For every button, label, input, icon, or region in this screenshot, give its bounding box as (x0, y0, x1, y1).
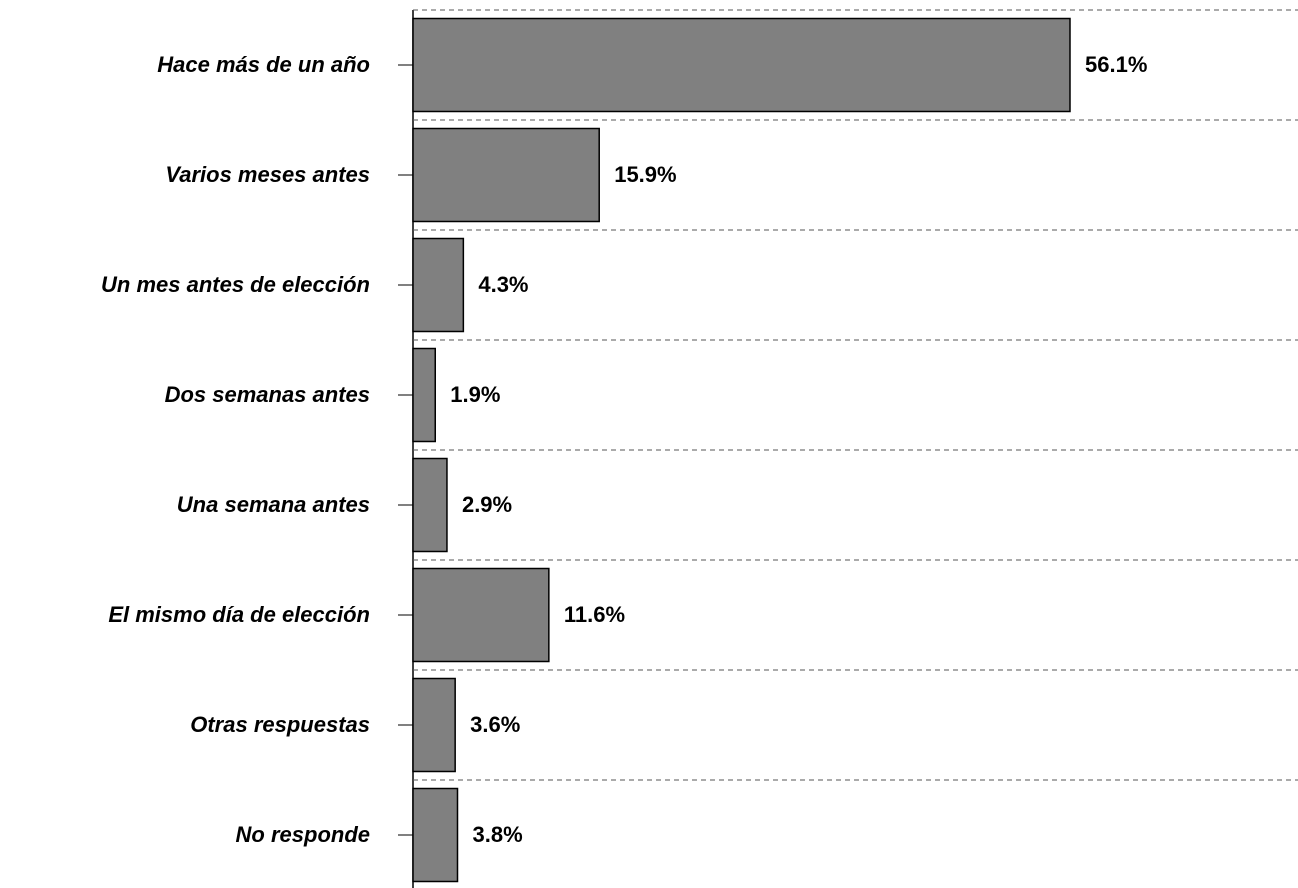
bar (412, 127, 600, 223)
y-tick-label: El mismo día de elección (108, 602, 370, 627)
y-tick-label: Un mes antes de elección (101, 272, 370, 297)
value-label: 11.6% (564, 602, 625, 627)
value-label: 56.1% (1085, 52, 1147, 77)
bar (412, 677, 456, 773)
value-label: 3.6% (470, 712, 520, 737)
bar (412, 17, 1071, 113)
y-tick-label: No responde (236, 822, 370, 847)
value-label: 2.9% (462, 492, 512, 517)
y-tick-label: Otras respuestas (190, 712, 370, 737)
bar (412, 457, 448, 553)
bar (412, 567, 550, 663)
y-tick-label: Varios meses antes (165, 162, 370, 187)
value-label: 1.9% (450, 382, 500, 407)
bar (412, 237, 465, 333)
y-tick-label: Hace más de un año (157, 52, 370, 77)
value-label: 4.3% (478, 272, 528, 297)
bar (412, 787, 459, 883)
bar (412, 347, 437, 443)
y-tick-label: Una semana antes (177, 492, 370, 517)
value-label: 3.8% (473, 822, 523, 847)
value-label: 15.9% (614, 162, 676, 187)
y-tick-label: Dos semanas antes (165, 382, 370, 407)
